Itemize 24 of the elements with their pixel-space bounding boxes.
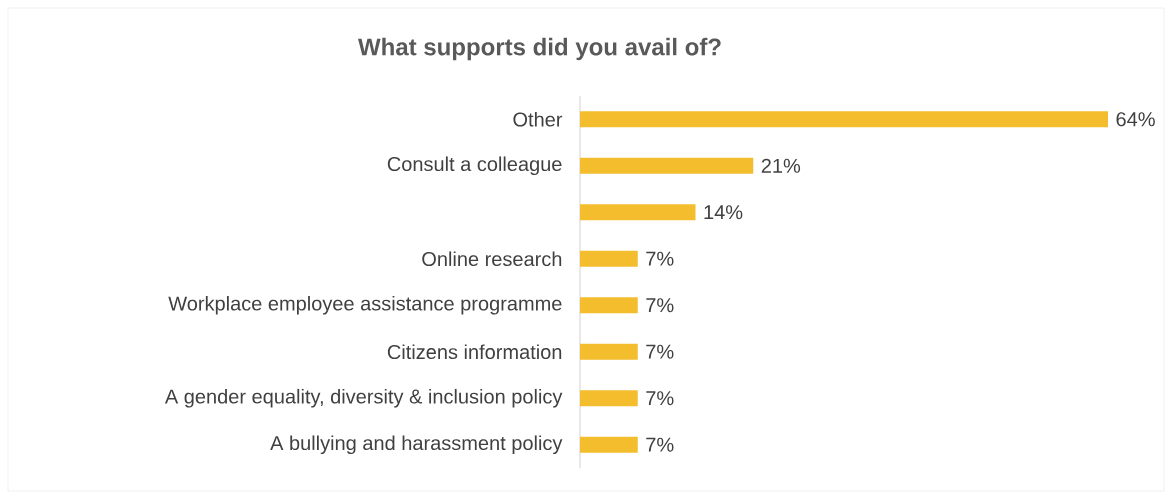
data-label: 7%: [646, 437, 674, 452]
bar: [580, 436, 638, 453]
bar: [580, 111, 1108, 128]
data-label: 7%: [646, 298, 674, 313]
bar: [580, 250, 638, 267]
bar: [580, 343, 638, 360]
data-label: 14%: [704, 205, 743, 220]
y-tick-label: Citizens information: [387, 344, 562, 360]
y-tick-label: A gender equality, diversity & inclusion policy: [164, 388, 563, 408]
bar: [580, 390, 638, 407]
bar: [580, 157, 754, 174]
chart-title: What supports did you avail of?: [358, 37, 721, 61]
y-tick-label: Online research: [422, 251, 562, 267]
y-tick-label: A bullying and harassment policy: [270, 435, 563, 455]
y-tick-label: Consult a colleague: [387, 156, 562, 176]
data-label: 21%: [761, 158, 801, 173]
y-tick-label: Other: [513, 111, 563, 127]
bar: [580, 297, 638, 314]
y-tick-label: Workplace employee assistance programme: [168, 295, 562, 315]
bar: [580, 204, 696, 221]
data-label: 64%: [1116, 112, 1155, 127]
data-label: 7%: [646, 391, 674, 406]
data-label: 7%: [646, 344, 674, 359]
data-label: 7%: [646, 251, 674, 266]
